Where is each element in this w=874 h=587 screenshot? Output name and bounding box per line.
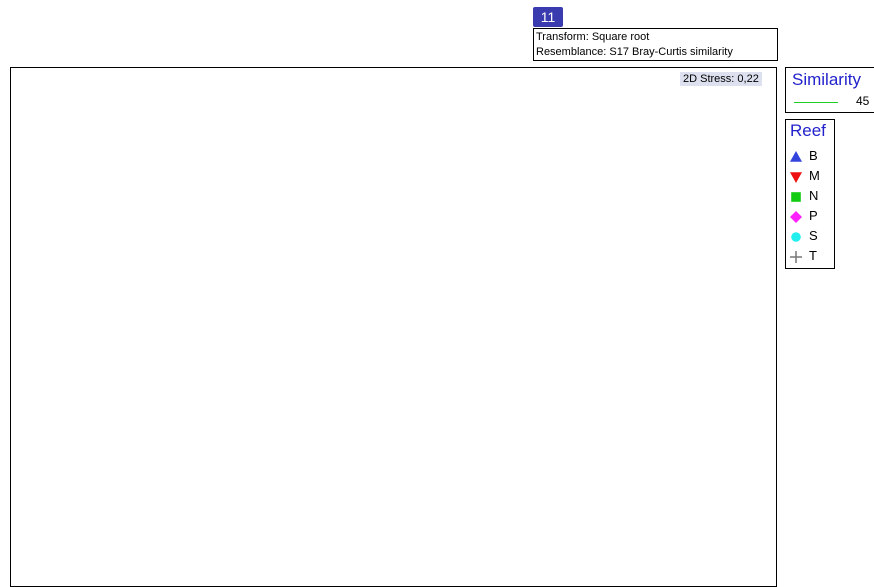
legend-label: N	[809, 188, 819, 203]
legend-symbol-s	[791, 232, 801, 242]
legend-label: S	[809, 228, 818, 243]
legend-entry-p: P	[786, 206, 834, 226]
legend-marker	[790, 172, 802, 183]
legend-entry-t: T	[786, 246, 834, 266]
legend-symbol-b	[790, 151, 802, 162]
legend-entry-s: S	[786, 226, 834, 246]
legend-symbol-t	[790, 251, 802, 263]
stress-label: 2D Stress: 0,22	[680, 72, 762, 86]
legend-marker	[790, 211, 802, 223]
legend-symbol-m	[790, 172, 802, 183]
legend-symbol-n	[791, 192, 801, 202]
transform-info-box: Transform: Square root Resemblance: S17 …	[533, 28, 778, 61]
similarity-line-swatch	[794, 102, 838, 103]
legend-marker	[791, 232, 801, 242]
legend-marker	[790, 251, 802, 263]
legend-marker	[791, 192, 801, 202]
legend-symbol-p	[790, 211, 802, 223]
legend-label: M	[809, 168, 820, 183]
legend-entry-m: M	[786, 166, 834, 186]
resemblance-label: Resemblance: S17 Bray-Curtis similarity	[536, 46, 733, 58]
similarity-legend: Similarity 45	[785, 67, 874, 113]
similarity-legend-value: 45	[856, 94, 870, 108]
transform-label: Transform: Square root	[536, 31, 650, 43]
legend-marker	[790, 151, 802, 162]
figure-number-badge: 11	[533, 7, 563, 27]
legend-entry-n: N	[786, 186, 834, 206]
legend-label: P	[809, 208, 818, 223]
reef-legend-title: Reef	[790, 121, 826, 140]
legend-entry-b: B	[786, 146, 834, 166]
legend-label: B	[809, 148, 818, 163]
plot-frame	[10, 67, 777, 587]
legend-label: T	[809, 248, 817, 263]
similarity-legend-title: Similarity	[792, 70, 861, 89]
